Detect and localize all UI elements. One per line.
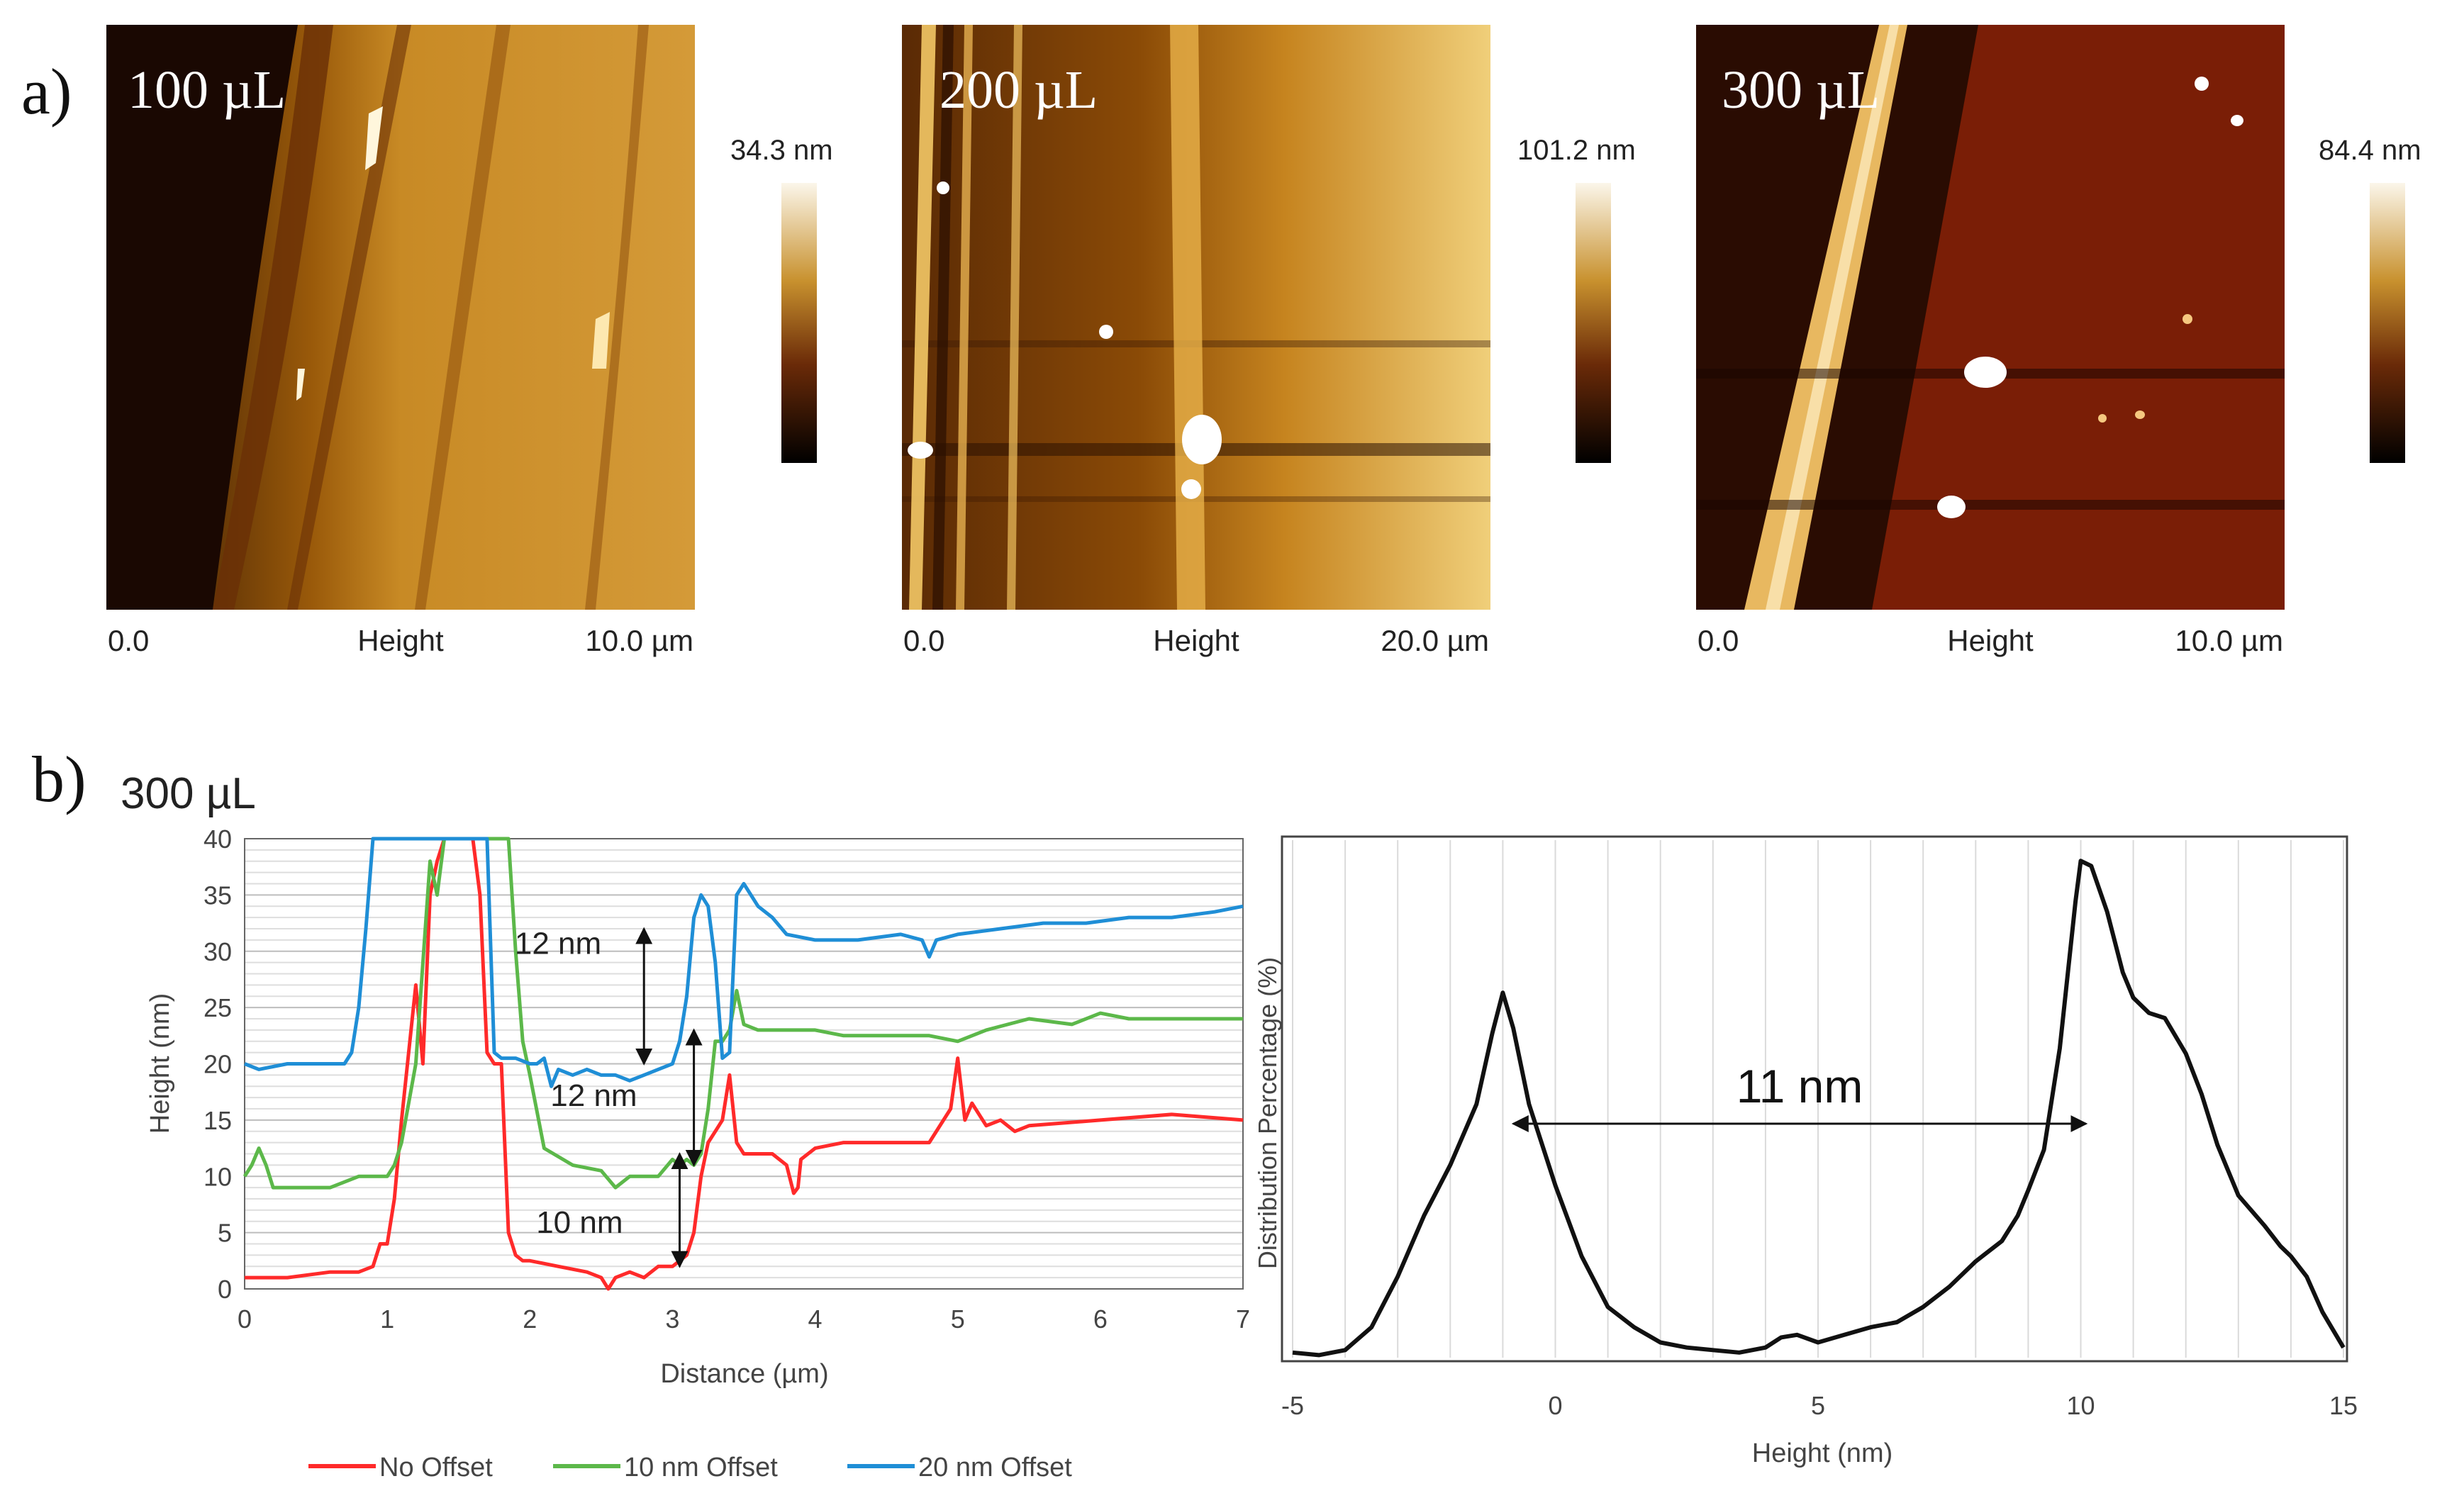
colorbar-100	[781, 183, 817, 463]
profile-x-tick: 6	[1093, 1304, 1108, 1334]
profile-y-tick: 20	[204, 1050, 232, 1079]
distribution-chart: -5 0 5 10 15 11 nm Height (nm) Distribution …	[1253, 835, 2358, 1468]
profile-x-tick: 5	[951, 1304, 965, 1334]
profile-chart: 0 5 10 15 20 25 30 35 40 0 1 2 3 4 5 6 7 12 nm 12 nm 10 n…	[145, 825, 1250, 1389]
afm-image-100: 100 µL	[106, 25, 695, 610]
distribution-border	[1281, 835, 2348, 1363]
profile-y-tick: 0	[218, 1275, 232, 1304]
profile-y-tick: 25	[204, 993, 232, 1022]
profile-y-tick: 5	[218, 1219, 232, 1248]
colorbar-max-200: 101.2 nm	[1517, 135, 1636, 166]
channel-200: Height	[1153, 624, 1239, 657]
distribution-x-tick: 10	[2066, 1391, 2095, 1420]
profile-y-tick: 15	[204, 1106, 232, 1135]
x-start-200: 0.0	[903, 624, 944, 657]
colorbar-300	[2370, 183, 2405, 463]
distribution-x-tick: 5	[1811, 1391, 1825, 1420]
distribution-x-axis-label: Height (nm)	[1752, 1438, 1893, 1468]
afm-image-200: 200 µL	[902, 25, 1490, 610]
x-end-200: 20.0 µm	[1381, 624, 1489, 657]
distribution-x-tick: 15	[2329, 1391, 2358, 1420]
series-line-20-nm-offset	[244, 837, 1244, 1088]
profile-x-tick: 3	[665, 1304, 679, 1334]
channel-300: Height	[1947, 624, 2034, 657]
x-end-300: 10.0 µm	[2175, 624, 2283, 657]
profile-series	[243, 837, 1244, 1291]
profile-x-ticks: 0 1 2 3 4 5 6 7	[238, 1304, 1250, 1334]
profile-y-axis-label: Height (nm)	[145, 993, 175, 1134]
panel-b-label: b)	[32, 743, 87, 815]
profile-annotations: 12 nm 12 nm 10 nm	[515, 926, 703, 1268]
profile-x-axis-label: Distance (µm)	[660, 1359, 828, 1389]
afm-title-300: 300 µL	[1722, 60, 1880, 120]
afm-title-200: 200 µL	[940, 60, 1098, 120]
distribution-x-tick: -5	[1281, 1391, 1304, 1420]
series-line-no-offset	[245, 837, 1244, 1291]
profile-y-tick: 30	[204, 937, 232, 966]
profile-x-tick: 2	[523, 1304, 537, 1334]
profile-x-tick: 0	[238, 1304, 252, 1334]
colorbar-200	[1576, 183, 1611, 463]
profile-y-tick: 40	[204, 825, 232, 854]
x-end-100: 10.0 µm	[585, 624, 693, 657]
distribution-annotation-label: 11 nm	[1736, 1060, 1863, 1112]
distribution-x-tick: 0	[1548, 1391, 1562, 1420]
colorbar-max-100: 34.3 nm	[730, 135, 833, 166]
profile-x-tick: 4	[808, 1304, 823, 1334]
profile-annotation-label: 10 nm	[536, 1205, 623, 1240]
distribution-annotations: 11 nm	[1511, 1060, 2088, 1132]
distribution-grid	[1292, 840, 2344, 1358]
afm-title-100: 100 µL	[128, 60, 286, 120]
x-start-100: 0.0	[108, 624, 149, 657]
distribution-curve	[1292, 859, 2346, 1358]
profile-y-ticks: 0 5 10 15 20 25 30 35 40	[204, 825, 232, 1304]
distribution-x-ticks: -5 0 5 10 15	[1281, 1391, 2358, 1420]
distribution-series	[1292, 859, 2346, 1358]
x-start-300: 0.0	[1698, 624, 1739, 657]
panel-b-subtitle: 300 µL	[121, 769, 256, 818]
series-line-10-nm-offset	[243, 837, 1243, 1190]
channel-100: Height	[357, 624, 444, 657]
profile-annotation-label: 12 nm	[515, 926, 601, 961]
profile-y-tick: 10	[204, 1162, 232, 1191]
panel-a-label: a)	[21, 55, 72, 128]
legend-label-no-offset: No Offset	[379, 1453, 493, 1482]
legend-label-10nm: 10 nm Offset	[624, 1453, 778, 1482]
legend: No Offset 10 nm Offset 20 nm Offset	[308, 1453, 1072, 1482]
colorbar-max-300: 84.4 nm	[2319, 135, 2421, 166]
profile-x-tick: 1	[380, 1304, 394, 1334]
legend-label-20nm: 20 nm Offset	[918, 1453, 1072, 1482]
profile-annotation-label: 12 nm	[550, 1078, 637, 1113]
afm-image-300: 300 µL	[1696, 25, 2285, 610]
distribution-y-axis-label: Distribution Percentage (%)	[1253, 957, 1282, 1269]
profile-y-tick: 35	[204, 881, 232, 910]
profile-x-tick: 7	[1236, 1304, 1250, 1334]
profile-grid	[245, 838, 1243, 1290]
